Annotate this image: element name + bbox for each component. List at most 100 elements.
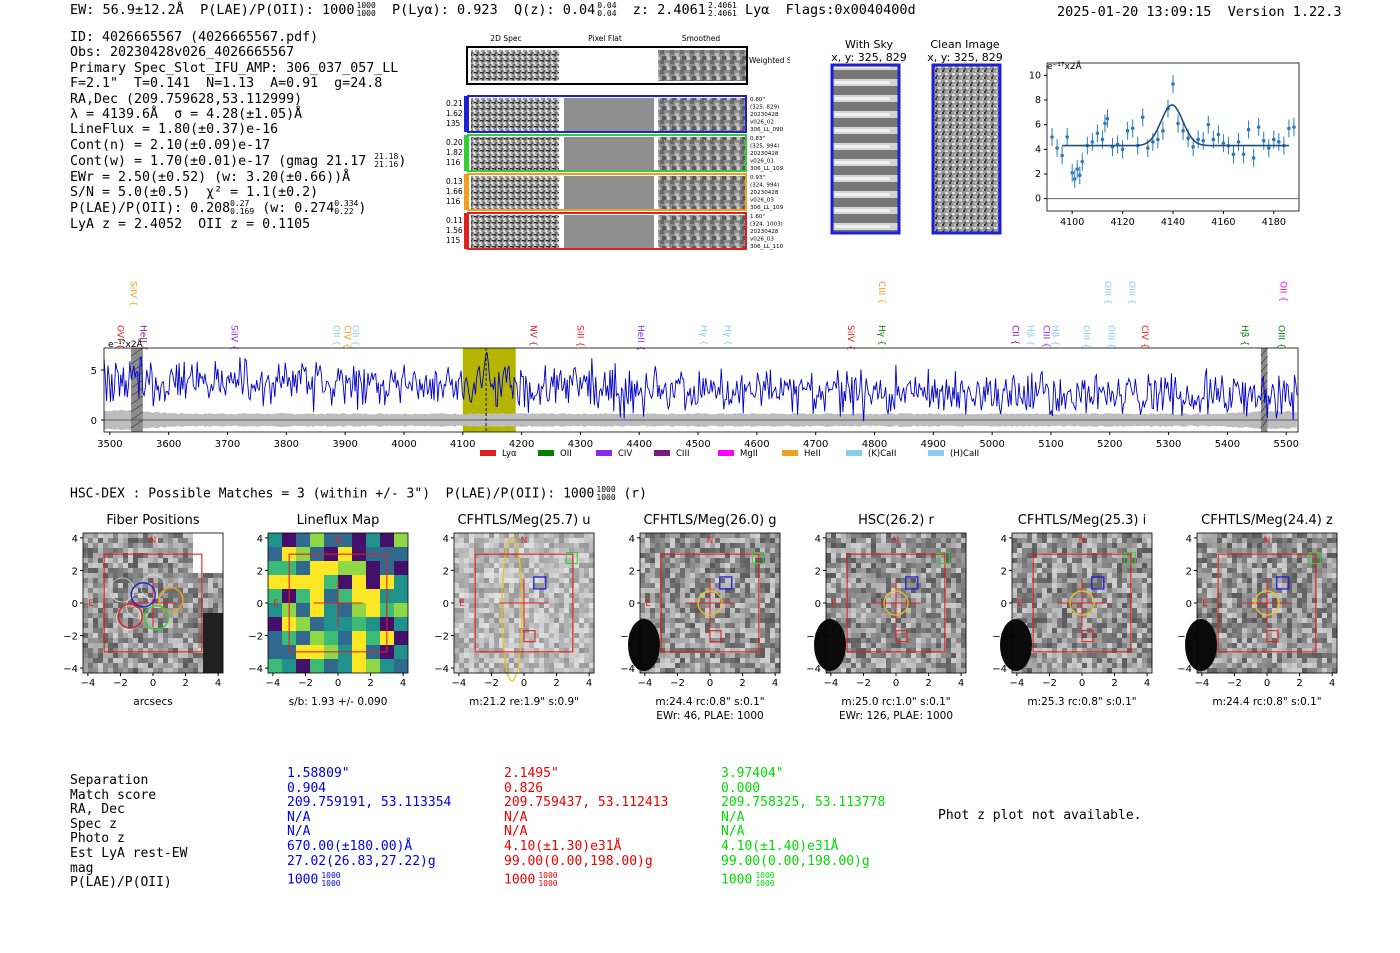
image-pixel: [113, 598, 119, 604]
image-pixel: [765, 663, 771, 669]
image-pixel: [926, 603, 932, 609]
image-pixel: [138, 593, 144, 599]
image-pixel: [956, 618, 962, 624]
image-pixel: [1247, 653, 1253, 659]
image-pixel: [916, 548, 922, 554]
image-pixel: [1117, 563, 1123, 569]
image-pixel: [645, 533, 651, 539]
image-pixel: [755, 568, 761, 574]
image-pixel: [1147, 558, 1153, 564]
image-pixel: [770, 623, 776, 629]
image-pixel: [464, 543, 470, 549]
image-pixel: [1067, 553, 1073, 559]
image-pixel: [484, 638, 490, 644]
image-pixel: [1097, 643, 1103, 649]
image-pixel: [735, 633, 741, 639]
image-pixel: [1122, 588, 1128, 594]
image-pixel: [941, 563, 947, 569]
image-pixel: [926, 608, 932, 614]
image-pixel: [765, 583, 771, 589]
image-pixel: [705, 608, 711, 614]
image-pixel: [941, 603, 947, 609]
image-pixel: [1037, 608, 1043, 614]
image-pixel: [529, 588, 535, 594]
image-pixel: [931, 648, 937, 654]
image-pixel: [163, 638, 169, 644]
image-pixel: [1127, 533, 1133, 539]
image-pixel: [534, 638, 540, 644]
image-pixel: [514, 578, 520, 584]
image-pixel: [489, 598, 495, 604]
image-pixel: [770, 588, 776, 594]
image-pixel: [1142, 643, 1148, 649]
image-pixel: [148, 618, 154, 624]
image-pixel: [745, 558, 751, 564]
image-pixel: [544, 568, 550, 574]
image-pixel: [896, 618, 902, 624]
image-pixel: [1042, 538, 1048, 544]
spectrum-xtick-label: 5300: [1156, 439, 1181, 450]
image-pixel: [509, 623, 515, 629]
image-pixel: [469, 638, 475, 644]
image-pixel: [113, 568, 119, 574]
image-pixel: [765, 558, 771, 564]
header-qz-hi: 0.04: [597, 1, 617, 10]
panel-xtick-label: 2: [182, 678, 188, 689]
image-pixel: [489, 668, 495, 674]
image-pixel: [168, 548, 174, 554]
image-pixel: [1127, 543, 1133, 549]
image-pixel: [1037, 578, 1043, 584]
panel-subtitle-2: EWr: 126, PLAE: 1000: [838, 710, 954, 722]
image-pixel: [1237, 583, 1243, 589]
image-pixel: [474, 603, 480, 609]
spectral-line-label: SiIV {: [229, 325, 239, 351]
image-pixel: [665, 658, 671, 664]
image-pixel: [474, 663, 480, 669]
image-pixel: [153, 553, 159, 559]
image-pixel: [881, 588, 887, 594]
lineflux-pixel: [394, 561, 408, 575]
image-pixel: [956, 653, 962, 659]
spectral-line-label: Hβ {: [1050, 325, 1060, 346]
image-pixel: [871, 543, 877, 549]
image-pixel: [549, 573, 555, 579]
image-pixel: [98, 608, 104, 614]
image-pixel: [1082, 538, 1088, 544]
lineflux-pixel: [324, 533, 338, 547]
image-pixel: [1237, 628, 1243, 634]
image-pixel: [886, 548, 892, 554]
image-pixel: [1062, 558, 1068, 564]
image-pixel: [675, 553, 681, 559]
image-pixel: [886, 658, 892, 664]
panel-xtick-label: 2: [739, 678, 745, 689]
image-pixel: [1217, 663, 1223, 669]
spectrum-xtick-label: 4300: [568, 439, 593, 450]
image-pixel: [851, 573, 857, 579]
image-pixel: [956, 628, 962, 634]
image-pixel: [645, 538, 651, 544]
image-pixel: [755, 643, 761, 649]
cutout-row-stat: 135: [446, 119, 461, 128]
image-pixel: [901, 618, 907, 624]
image-pixel: [1112, 603, 1118, 609]
image-pixel: [886, 628, 892, 634]
image-pixel: [1242, 578, 1248, 584]
image-pixel: [836, 558, 842, 564]
image-pixel: [464, 603, 470, 609]
image-pixel: [559, 568, 565, 574]
image-pixel: [1022, 593, 1028, 599]
image-pixel: [1232, 653, 1238, 659]
cutout-row-info: 20230428: [750, 229, 779, 235]
image-pixel: [559, 613, 565, 619]
image-pixel: [1222, 533, 1228, 539]
image-pixel: [148, 568, 154, 574]
image-pixel: [514, 638, 520, 644]
image-pixel: [931, 548, 937, 554]
image-pixel: [1097, 608, 1103, 614]
image-pixel: [961, 533, 967, 539]
image-pixel: [459, 628, 465, 634]
image-pixel: [153, 548, 159, 554]
image-pixel: [464, 613, 470, 619]
image-pixel: [469, 593, 475, 599]
image-pixel: [961, 628, 967, 634]
